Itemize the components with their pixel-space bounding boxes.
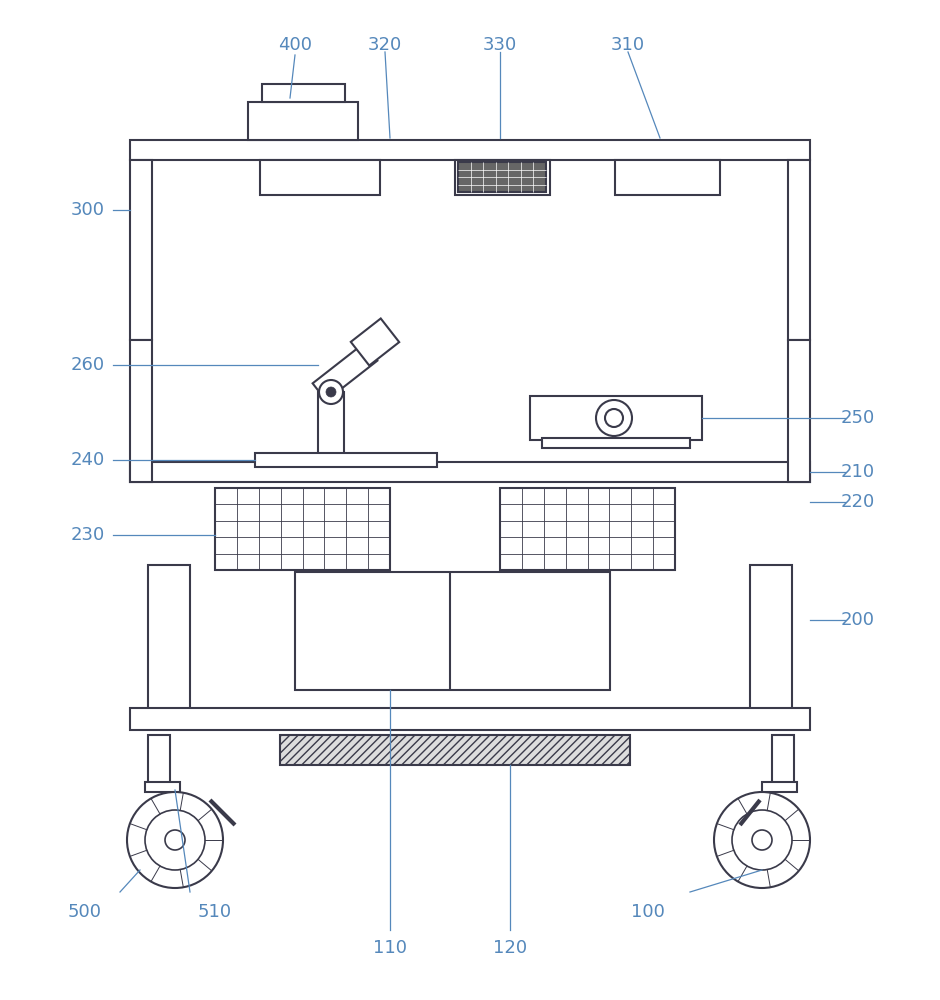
Bar (788, 340, 810, 482)
Bar (280, 735, 630, 765)
Circle shape (732, 810, 792, 870)
Circle shape (127, 792, 223, 888)
Bar (455, 160, 550, 195)
Bar (762, 782, 797, 792)
Circle shape (165, 830, 185, 850)
Text: 320: 320 (368, 36, 402, 54)
Bar (215, 488, 390, 570)
Polygon shape (351, 318, 400, 366)
Text: 310: 310 (611, 36, 645, 54)
Bar (148, 735, 170, 785)
Bar (130, 708, 810, 730)
Bar (130, 340, 152, 482)
Bar (148, 565, 190, 710)
Text: 330: 330 (483, 36, 517, 54)
Text: 260: 260 (70, 356, 105, 374)
Bar (772, 735, 794, 785)
Circle shape (319, 380, 343, 404)
Text: 400: 400 (278, 36, 312, 54)
Circle shape (752, 830, 772, 850)
Text: 510: 510 (198, 903, 232, 921)
Bar (130, 140, 810, 160)
Bar (500, 488, 675, 570)
Circle shape (596, 400, 632, 436)
Circle shape (326, 387, 336, 397)
Text: 300: 300 (71, 201, 105, 219)
Text: 230: 230 (70, 526, 105, 544)
Bar (458, 162, 546, 192)
Text: 200: 200 (841, 611, 875, 629)
Bar (542, 438, 690, 448)
Bar (788, 160, 810, 340)
Text: 120: 120 (493, 939, 527, 957)
Bar (255, 453, 437, 467)
Bar (260, 160, 380, 195)
Circle shape (605, 409, 623, 427)
Bar (262, 84, 345, 102)
Text: 220: 220 (841, 493, 875, 511)
Bar (130, 462, 810, 482)
Polygon shape (313, 343, 377, 401)
Bar (248, 102, 358, 140)
Text: 250: 250 (841, 409, 875, 427)
Circle shape (145, 810, 205, 870)
Text: 210: 210 (841, 463, 875, 481)
Bar (530, 396, 702, 440)
Text: 100: 100 (631, 903, 665, 921)
Bar (295, 572, 610, 690)
Bar (318, 392, 344, 462)
Circle shape (714, 792, 810, 888)
Bar (615, 160, 720, 195)
Bar (145, 782, 180, 792)
Text: 240: 240 (70, 451, 105, 469)
Text: 500: 500 (68, 903, 102, 921)
Bar (130, 160, 152, 340)
Bar (750, 565, 792, 710)
Text: 110: 110 (373, 939, 407, 957)
